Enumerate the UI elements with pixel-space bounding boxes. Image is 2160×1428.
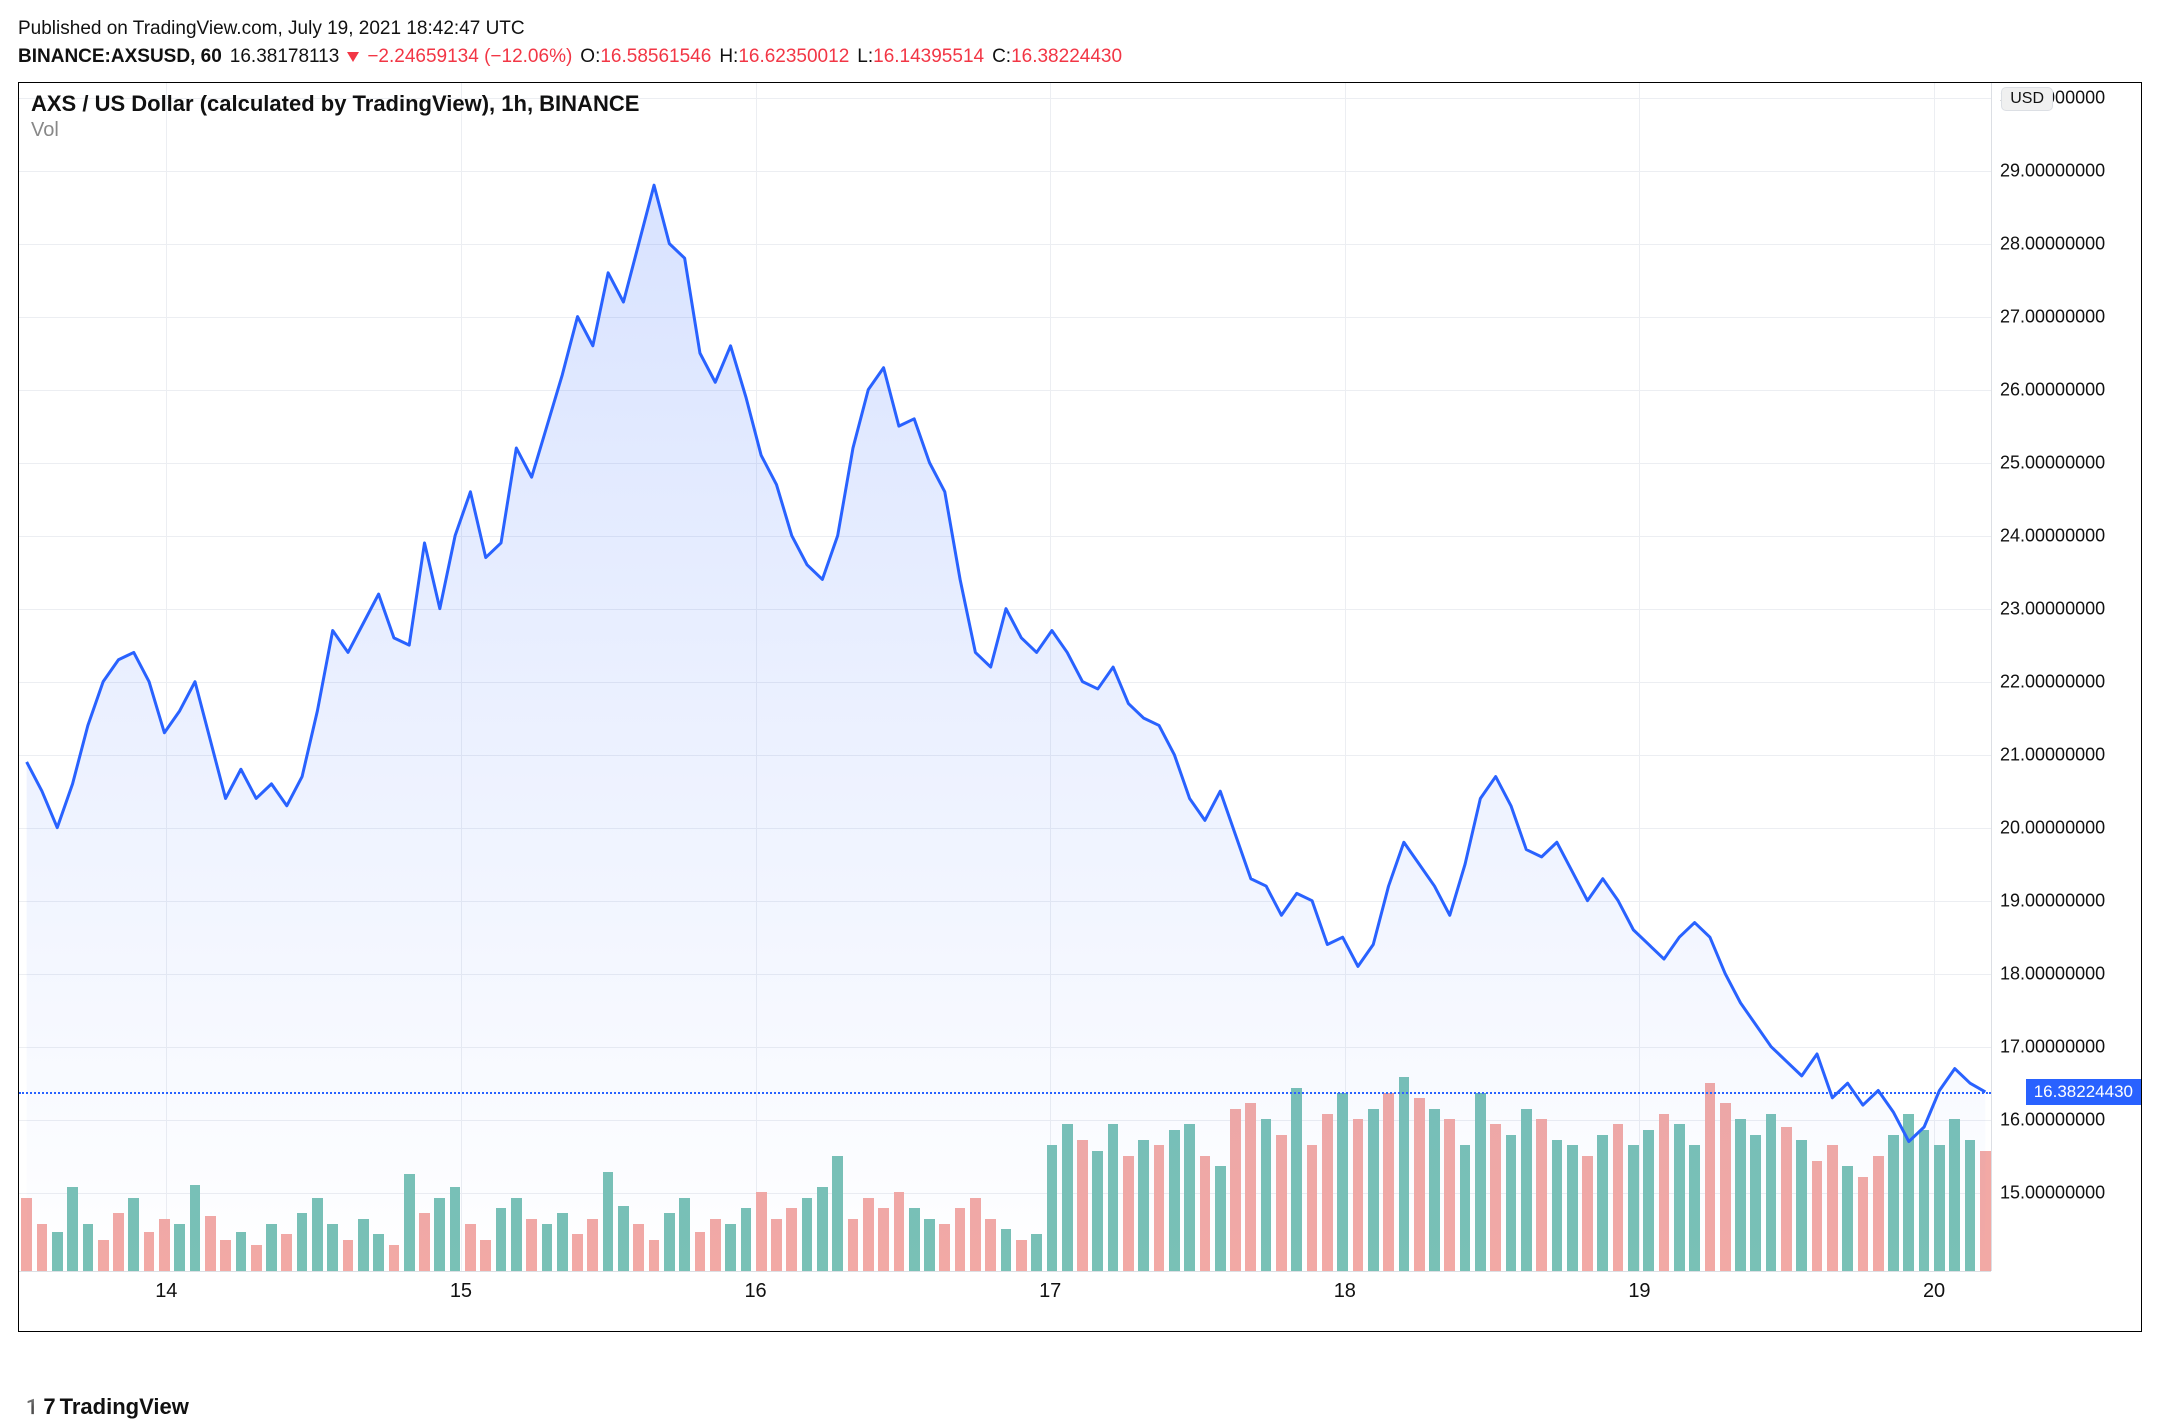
currency-badge[interactable]: USD <box>2001 87 2053 111</box>
last-price: 16.38178113 <box>230 46 340 68</box>
y-tick-label: 16.00000000 <box>2000 1109 2105 1130</box>
symbol-text: BINANCE:AXSUSD, 60 <box>18 46 222 68</box>
symbol-bar: BINANCE:AXSUSD, 60 16.38178113 −2.246591… <box>18 46 2142 68</box>
y-tick-label: 24.00000000 <box>2000 525 2105 546</box>
x-tick-label: 16 <box>744 1280 766 1303</box>
ohlc-low: L:16.14395514 <box>857 46 984 68</box>
current-price-line <box>19 1092 1991 1094</box>
x-tick-label: 15 <box>450 1280 472 1303</box>
y-axis[interactable]: 30.0000000029.0000000028.0000000027.0000… <box>1991 83 2141 1271</box>
x-tick-label: 18 <box>1334 1280 1356 1303</box>
plot-area[interactable] <box>19 83 1991 1271</box>
chart-container[interactable]: USD 30.0000000029.0000000028.0000000027.… <box>18 82 2142 1332</box>
logo-mark-icon: 1️7 <box>18 1394 54 1420</box>
brand-text: TradingView <box>60 1394 189 1420</box>
x-tick-label: 19 <box>1628 1280 1650 1303</box>
y-tick-label: 28.00000000 <box>2000 233 2105 254</box>
y-tick-label: 20.00000000 <box>2000 817 2105 838</box>
y-tick-label: 26.00000000 <box>2000 379 2105 400</box>
y-tick-label: 21.00000000 <box>2000 744 2105 765</box>
chart-title: AXS / US Dollar (calculated by TradingVi… <box>31 91 639 117</box>
arrow-down-icon <box>347 52 359 62</box>
volume-label: Vol <box>31 119 59 142</box>
change-value: −2.24659134 (−12.06%) <box>367 46 572 68</box>
y-tick-label: 19.00000000 <box>2000 890 2105 911</box>
y-tick-label: 17.00000000 <box>2000 1036 2105 1057</box>
x-axis[interactable]: 14 15 16 17 18 19 20 <box>19 1271 1991 1331</box>
x-tick-label: 14 <box>155 1280 177 1303</box>
current-price-tag: 16.38224430 <box>2026 1079 2141 1105</box>
y-tick-label: 29.00000000 <box>2000 160 2105 181</box>
x-tick-label: 17 <box>1039 1280 1061 1303</box>
ohlc-open: O:16.58561546 <box>580 46 711 68</box>
y-tick-label: 18.00000000 <box>2000 963 2105 984</box>
y-tick-label: 22.00000000 <box>2000 671 2105 692</box>
y-tick-label: 25.00000000 <box>2000 452 2105 473</box>
y-tick-label: 15.00000000 <box>2000 1182 2105 1203</box>
price-area <box>27 185 1986 1271</box>
x-tick-label: 20 <box>1923 1280 1945 1303</box>
y-tick-label: 27.00000000 <box>2000 306 2105 327</box>
tradingview-logo[interactable]: 1️7 TradingView <box>18 1394 189 1420</box>
ohlc-close: C:16.38224430 <box>992 46 1122 68</box>
y-tick-label: 23.00000000 <box>2000 598 2105 619</box>
publish-info: Published on TradingView.com, July 19, 2… <box>18 18 2142 40</box>
ohlc-high: H:16.62350012 <box>719 46 849 68</box>
